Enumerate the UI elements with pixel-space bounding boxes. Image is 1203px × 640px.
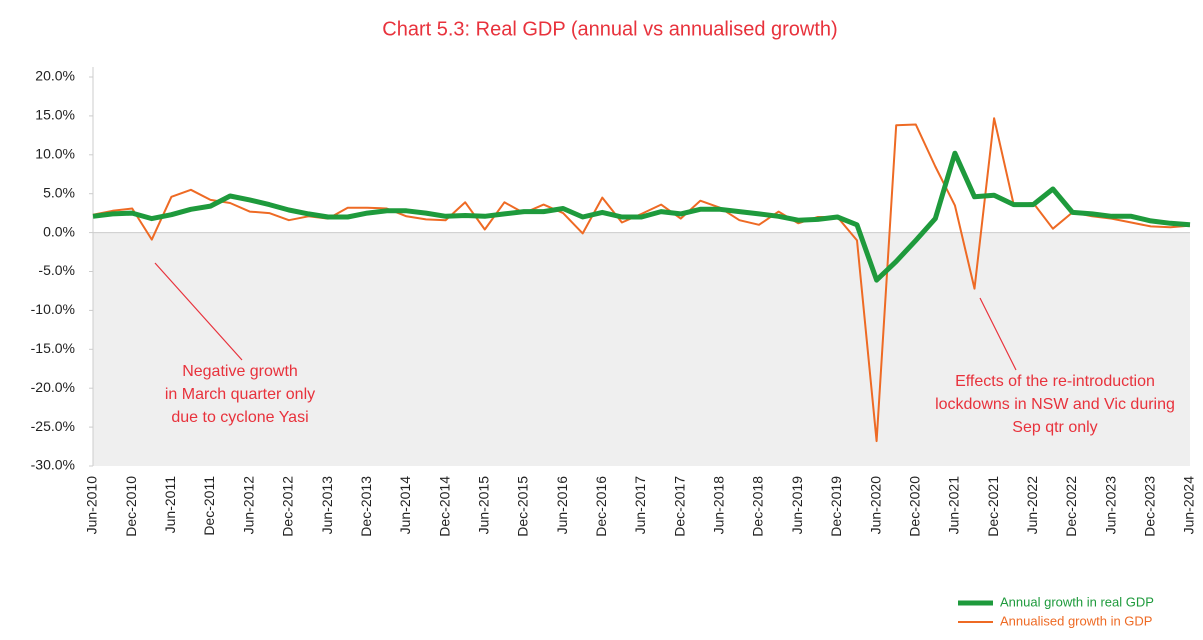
x-tick-label: Jun-2020	[867, 476, 883, 535]
x-tick-label: Dec-2017	[671, 476, 687, 537]
x-tick-label: Dec-2020	[906, 476, 922, 537]
x-tick-label: Dec-2012	[280, 476, 296, 537]
x-tick-label: Dec-2019	[828, 476, 844, 537]
x-tick-label: Dec-2021	[985, 476, 1001, 537]
annotation: in March quarter only	[165, 386, 315, 403]
y-tick-label: 0.0%	[43, 223, 75, 239]
annotation: Negative growth	[182, 363, 298, 380]
x-tick-label: Jun-2017	[632, 476, 648, 535]
annotation-connector	[979, 297, 1017, 371]
negative-region	[93, 232, 1190, 466]
y-tick-label: -30.0%	[31, 457, 75, 473]
x-tick-label: Jun-2013	[319, 476, 335, 535]
x-tick-label: Dec-2022	[1063, 476, 1079, 537]
y-tick-label: 10.0%	[35, 146, 75, 162]
x-tick-label: Jun-2018	[711, 476, 727, 535]
x-tick-label: Jun-2011	[162, 476, 178, 534]
x-tick-label: Jun-2015	[475, 476, 491, 535]
x-tick-label: Jun-2021	[946, 476, 962, 535]
annotation-connector	[154, 262, 243, 361]
x-tick-label: Dec-2014	[436, 476, 452, 537]
y-tick-label: -10.0%	[31, 301, 75, 317]
annotation: Sep qtr only	[1012, 419, 1097, 436]
x-tick-label: Dec-2013	[358, 476, 374, 537]
x-tick-label: Dec-2010	[123, 476, 139, 537]
x-tick-label: Jun-2012	[240, 476, 256, 535]
annotation: due to cyclone Yasi	[171, 409, 308, 426]
y-tick-label: -20.0%	[31, 379, 75, 395]
x-tick-label: Jun-2014	[397, 476, 413, 535]
x-tick-label: Dec-2018	[750, 476, 766, 537]
x-tick-label: Dec-2015	[515, 476, 531, 537]
x-tick-label: Jun-2024	[1181, 476, 1197, 535]
y-tick-label: 15.0%	[35, 107, 75, 123]
series-line	[92, 117, 1191, 443]
chart-title: Chart 5.3: Real GDP (annual vs annualise…	[382, 18, 837, 40]
x-tick-label: Jun-2023	[1102, 476, 1118, 535]
annotation: Effects of the re-introduction	[955, 373, 1155, 390]
x-tick-label: Jun-2016	[554, 476, 570, 535]
y-tick-label: -25.0%	[31, 418, 75, 434]
x-tick-label: Dec-2023	[1142, 476, 1158, 537]
x-tick-label: Dec-2016	[593, 476, 609, 537]
x-tick-label: Jun-2019	[789, 476, 805, 535]
series-line	[92, 150, 1191, 283]
y-tick-label: -15.0%	[31, 340, 75, 356]
x-tick-label: Jun-2022	[1024, 476, 1040, 535]
legend-label: Annualised growth in GDP	[1000, 613, 1152, 628]
annotation: lockdowns in NSW and Vic during	[935, 396, 1175, 413]
y-tick-label: -5.0%	[38, 262, 75, 278]
x-tick-label: Jun-2010	[84, 476, 100, 535]
x-tick-label: Dec-2011	[201, 476, 217, 536]
y-tick-label: 5.0%	[43, 184, 75, 200]
legend-label: Annual growth in real GDP	[1000, 594, 1154, 609]
y-tick-label: 20.0%	[35, 68, 75, 84]
